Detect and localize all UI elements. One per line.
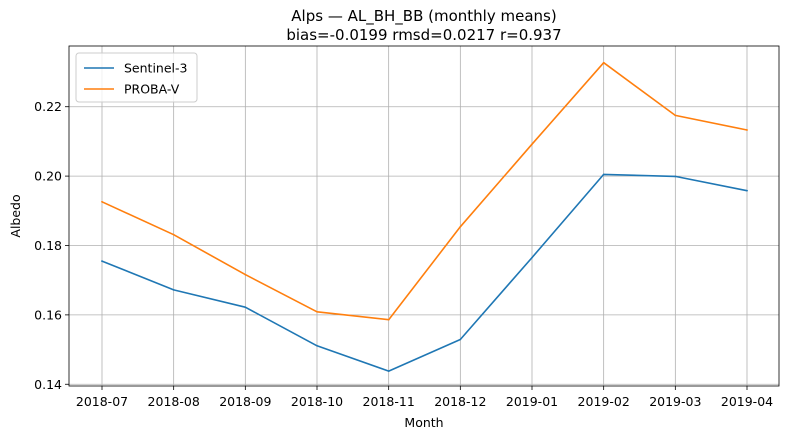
y-tick-label: 0.16 bbox=[34, 307, 62, 322]
data-point bbox=[459, 338, 462, 341]
data-point bbox=[746, 189, 748, 192]
data-point bbox=[387, 370, 390, 372]
x-axis-label: Month bbox=[404, 415, 443, 430]
legend-label-proba-v: PROBA-V bbox=[124, 82, 180, 97]
data-point bbox=[101, 200, 103, 203]
x-tick-label: 2018-07 bbox=[76, 394, 128, 409]
chart-subtitle: bias=-0.0199 rmsd=0.0217 r=0.937 bbox=[286, 26, 561, 44]
y-tick-label: 0.14 bbox=[34, 377, 62, 392]
legend-label-sentinel-3: Sentinel-3 bbox=[124, 61, 187, 76]
x-axis: 2018-07 2018-08 2018-09 2018-10 2018-11 2018-… bbox=[76, 386, 773, 409]
data-point bbox=[244, 306, 247, 309]
x-tick-label: 2019-01 bbox=[506, 394, 558, 409]
x-tick-label: 2018-08 bbox=[148, 394, 200, 409]
data-point bbox=[531, 256, 533, 259]
y-axis: 0.14 0.16 0.18 0.20 0.22 bbox=[34, 99, 69, 392]
x-tick-label: 2018-09 bbox=[219, 394, 271, 409]
x-tick-label: 2019-03 bbox=[649, 394, 701, 409]
data-point bbox=[531, 143, 533, 145]
data-point bbox=[602, 61, 605, 64]
data-point bbox=[172, 233, 175, 236]
plot-frame bbox=[68, 45, 780, 387]
x-tick-label: 2019-02 bbox=[578, 394, 630, 409]
data-point bbox=[602, 173, 605, 176]
y-tick-label: 0.22 bbox=[34, 99, 62, 114]
data-point bbox=[387, 318, 390, 321]
x-tick-label: 2018-10 bbox=[291, 394, 343, 409]
x-tick-label: 2018-11 bbox=[363, 394, 415, 409]
data-point bbox=[244, 273, 247, 276]
x-tick-label: 2018-12 bbox=[434, 394, 486, 409]
data-point bbox=[674, 114, 677, 117]
data-point bbox=[172, 289, 175, 291]
data-point bbox=[459, 225, 462, 228]
series-lines bbox=[101, 61, 748, 372]
y-tick-label: 0.20 bbox=[34, 169, 62, 184]
series-line-sentinel-3 bbox=[101, 173, 748, 372]
legend: Sentinel-3 PROBA-V bbox=[75, 52, 198, 103]
data-point bbox=[674, 175, 677, 178]
grid-lines bbox=[69, 46, 779, 386]
data-point bbox=[746, 129, 748, 131]
series-line-proba-v bbox=[101, 61, 748, 321]
chart-title: Alps — AL_BH_BB (monthly means) bbox=[291, 7, 556, 26]
data-point bbox=[316, 310, 318, 313]
y-tick-label: 0.18 bbox=[34, 238, 62, 253]
x-tick-label: 2019-04 bbox=[721, 394, 773, 409]
data-point bbox=[316, 344, 318, 347]
data-point bbox=[101, 260, 103, 262]
y-axis-label: Albedo bbox=[8, 194, 23, 237]
